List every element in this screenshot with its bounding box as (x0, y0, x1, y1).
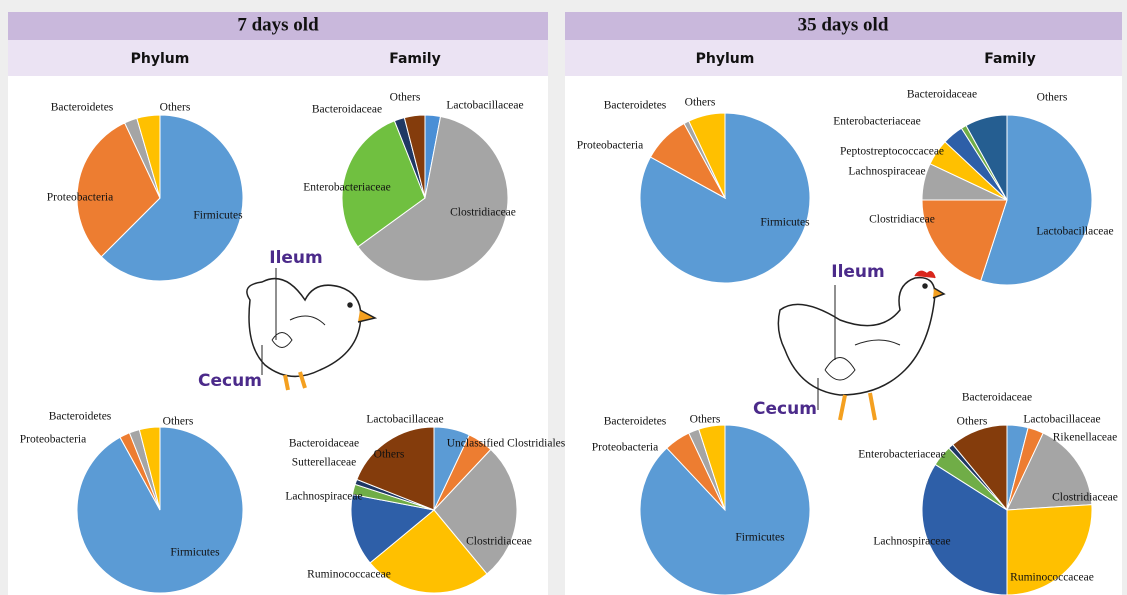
column-header-bar (565, 40, 1122, 76)
slice-label: Bacteroidaceae (907, 89, 977, 101)
pie-slice (356, 426, 435, 511)
column-header: Phylum (131, 51, 190, 67)
slice-label: Enterobacteriaceae (858, 449, 945, 461)
slice-label: Lactobacillaceae (366, 414, 443, 426)
slice-label: Others (1037, 92, 1068, 104)
pie-slice (921, 199, 1008, 282)
panel-title: 35 days old (798, 14, 889, 35)
slice-label: Proteobacteria (577, 140, 643, 152)
organ-label: Cecum (198, 371, 262, 391)
slice-label: Clostridiaceae (450, 207, 516, 219)
pie-slice (369, 509, 488, 594)
panel-header (8, 12, 548, 40)
column-header: Phylum (696, 51, 755, 67)
pie-slice (1006, 504, 1093, 595)
slice-label: Enterobacteriaceae (303, 182, 390, 194)
slice-label: Firmicutes (193, 210, 243, 222)
hen-illustration (777, 270, 946, 421)
pie-slice (76, 122, 161, 258)
slice-label: Others (690, 414, 721, 426)
pie-slice (688, 112, 726, 199)
slice-label: Enterobacteriaceae (833, 116, 920, 128)
slice-label: Others (163, 416, 194, 428)
pie-slice (136, 114, 161, 199)
column-header: Family (984, 51, 1036, 67)
organ-label: Cecum (753, 399, 817, 419)
slice-label: Clostridiaceae (1052, 492, 1118, 504)
slice-label: Firmicutes (735, 532, 785, 544)
pie-slice (357, 115, 509, 282)
slice-label: Bacteroidaceae (312, 104, 382, 116)
organ-label: Ileum (269, 248, 323, 268)
chick-illustration (246, 268, 378, 391)
pie-slice (341, 120, 426, 248)
slice-label: Bacteroidetes (604, 416, 667, 428)
slice-label: Ruminococcaceae (1010, 572, 1094, 584)
slice-label: Peptostreptococcaceae (840, 146, 944, 158)
slice-label: Proteobacteria (592, 442, 658, 454)
column-header-bar (8, 40, 548, 76)
pie-slice (350, 493, 436, 564)
slice-label: Unclassified Clostridiales (447, 438, 566, 450)
slice-label: Lactobacillaceae (446, 100, 523, 112)
slice-label: Lactobacillaceae (1023, 414, 1100, 426)
panel-header (565, 12, 1122, 40)
slice-label: Ruminococcaceae (307, 569, 391, 581)
slice-label: Firmicutes (170, 547, 220, 559)
slice-label: Others (685, 97, 716, 109)
slice-label: Lachnospiraceae (848, 166, 925, 178)
pie-slice (100, 114, 244, 282)
slice-label: Clostridiaceae (466, 536, 532, 548)
slice-label: Proteobacteria (20, 434, 86, 446)
slice-label: Lachnospiraceae (873, 536, 950, 548)
slice-label: Sutterellaceae (292, 457, 357, 469)
pie-slice (965, 114, 1008, 201)
pie-slice (1006, 432, 1093, 511)
column-header: Family (389, 51, 441, 67)
pie-slice (952, 424, 1008, 512)
slice-label: Bacteroidetes (604, 100, 667, 112)
pie-slice (433, 448, 518, 575)
slice-label: Proteobacteria (47, 192, 113, 204)
slice-label: Firmicutes (760, 217, 810, 229)
slice-label: Others (160, 102, 191, 114)
slice-label: Rikenellaceae (1053, 432, 1118, 444)
slice-label: Lactobacillaceae (1036, 226, 1113, 238)
pie-slice (403, 114, 426, 199)
slice-label: Others (957, 416, 988, 428)
panel-title: 7 days old (237, 14, 319, 35)
slice-label: Lachnospiraceae (285, 491, 362, 503)
pie-slice (698, 424, 726, 511)
slice-label: Others (390, 92, 421, 104)
slice-label: Bacteroidetes (51, 102, 114, 114)
pie-slice (980, 114, 1093, 286)
organ-label: Ileum (831, 262, 885, 282)
slice-label: Others (374, 449, 405, 461)
slice-label: Bacteroidaceae (289, 438, 359, 450)
slice-label: Bacteroidetes (49, 411, 112, 423)
slice-label: Bacteroidaceae (962, 392, 1032, 404)
slice-label: Clostridiaceae (869, 214, 935, 226)
pie-slice (138, 426, 161, 511)
